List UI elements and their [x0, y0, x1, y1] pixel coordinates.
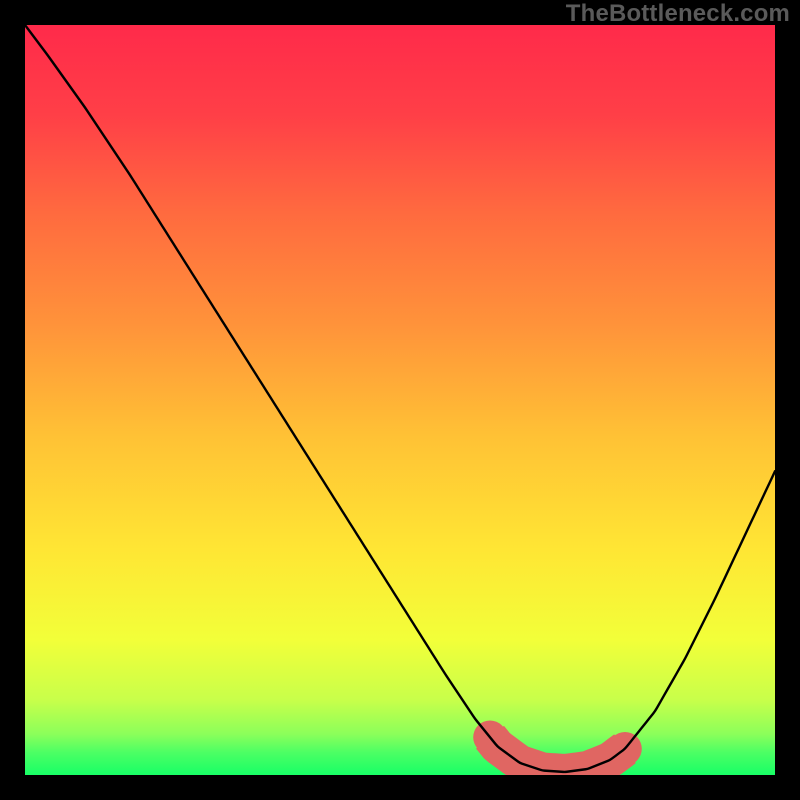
chart-frame: TheBottleneck.com — [0, 0, 800, 800]
gradient-background — [25, 25, 775, 775]
chart-svg — [25, 25, 775, 775]
plot-area — [25, 25, 775, 775]
watermark-text: TheBottleneck.com — [566, 0, 790, 28]
